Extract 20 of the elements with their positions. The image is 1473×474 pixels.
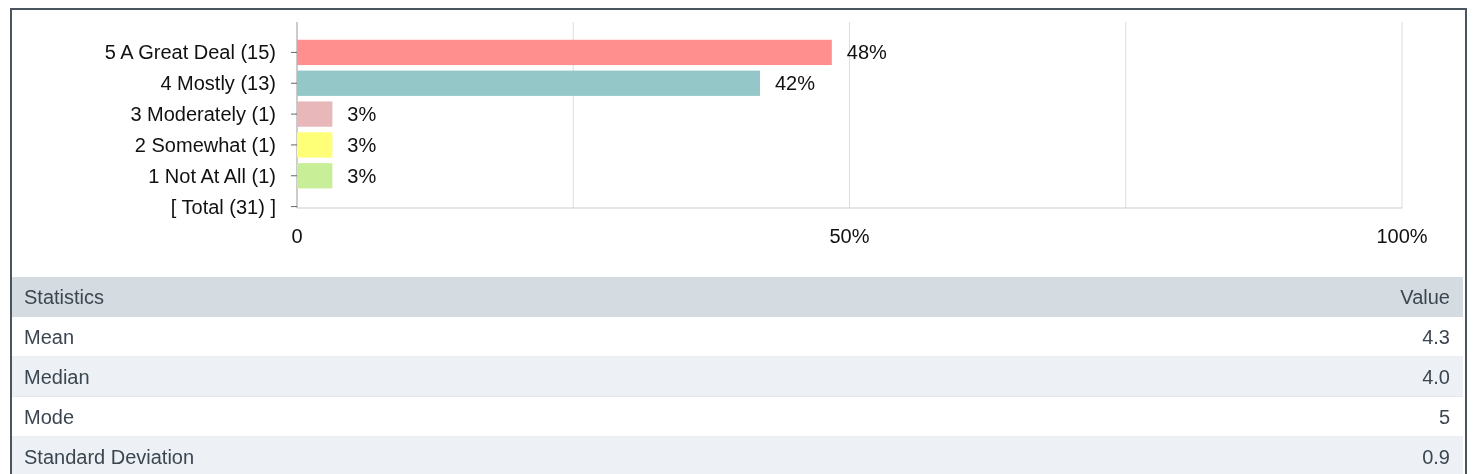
bar (297, 101, 333, 127)
x-tick-label: 0 (291, 225, 303, 247)
bar (297, 70, 760, 96)
y-tick-label: 5 A Great Deal (15) (104, 41, 276, 64)
data-label: 3% (347, 133, 377, 156)
y-tick-label: [ Total (31) ] (170, 195, 276, 218)
data-label: 42% (774, 72, 816, 95)
bar (297, 39, 832, 66)
bar (297, 132, 333, 158)
data-label: 3% (347, 164, 377, 187)
data-label: 3% (347, 103, 377, 126)
y-tick-label: 2 Somewhat (1) (134, 133, 276, 156)
data-label: 48% (846, 41, 888, 64)
statistics-table: Statistics Value Mean 4.3 Median 4.0 Mode 5 Standard Deviation 0.9 (11, 277, 1464, 474)
x-tick-label: 50% (829, 225, 870, 247)
y-tick-label: 4 Mostly (13) (160, 72, 276, 95)
y-tick-label: 1 Not At All (1) (148, 164, 276, 187)
x-tick-label: 100% (1376, 225, 1428, 247)
bar (297, 163, 333, 189)
y-tick-label: 3 Moderately (1) (130, 103, 276, 126)
